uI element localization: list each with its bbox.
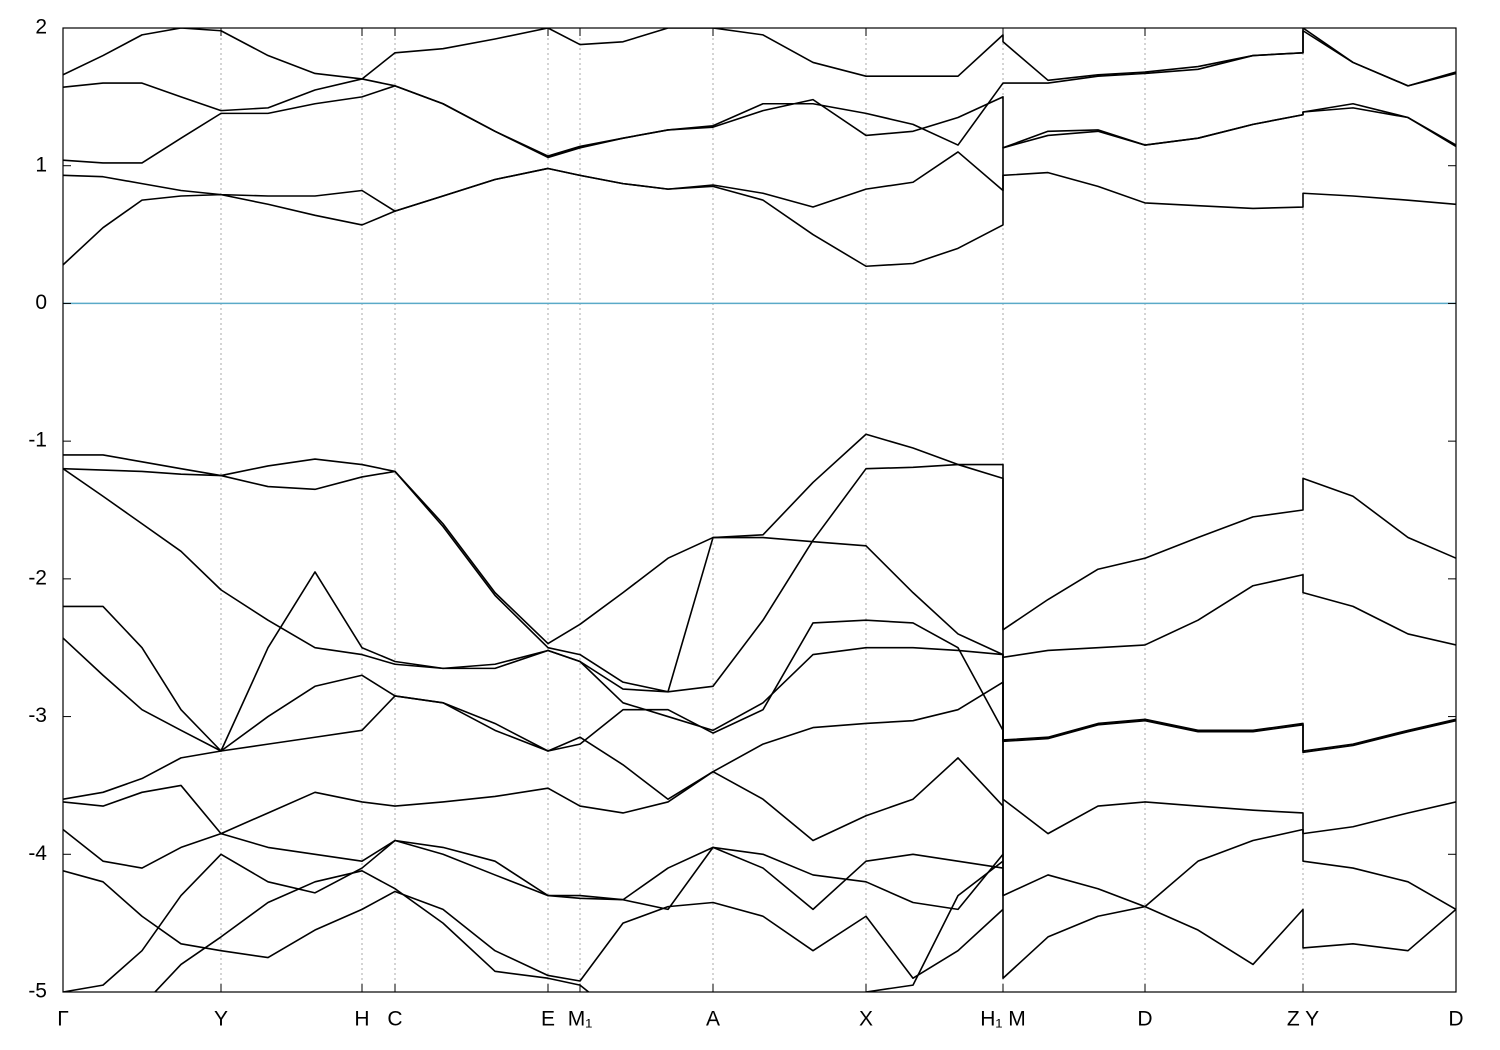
y-tick-label: -4 (28, 842, 47, 865)
band-line (63, 571, 1456, 835)
x-tick-label: H (354, 1008, 369, 1031)
band-line (63, 433, 1456, 645)
y-tick-label: -2 (28, 566, 47, 589)
x-tick-label: Γ (57, 1008, 69, 1031)
band-line (63, 468, 1456, 752)
plot-frame (62, 27, 1457, 993)
x-tick-label: D (1137, 1008, 1152, 1031)
y-tick-label: 1 (35, 153, 47, 176)
x-tick-label: E (541, 1008, 555, 1031)
band-line (63, 839, 1004, 992)
ticks: -5 -4 -3 -2 -1 0 1 2 Γ Y H C E M₁ A X H₁ M D Z Y D (28, 16, 1463, 1031)
x-tick-label: X (859, 1008, 873, 1031)
y-tick-label: 0 (35, 291, 47, 314)
band-line (63, 674, 1456, 911)
x-tick-label: C (387, 1008, 402, 1031)
band-line (63, 167, 1456, 268)
band-line (63, 28, 1456, 87)
bands (63, 28, 1456, 992)
band-line (63, 605, 1456, 754)
x-tick-label: Z Y (1287, 1008, 1319, 1031)
y-tick-label: 2 (35, 16, 47, 39)
x-tick-label: A (706, 1008, 720, 1031)
band-line (63, 860, 1004, 992)
band-line (63, 463, 1456, 693)
x-tick-label: D (1448, 1008, 1463, 1031)
y-tick-label: -3 (28, 704, 47, 727)
band-line (63, 828, 1004, 911)
x-tick-label: H₁ M (980, 1008, 1026, 1031)
x-tick-label: Y (214, 1008, 228, 1031)
band-line (63, 757, 1456, 980)
band-line (63, 85, 1456, 164)
x-tick-label: M₁ (568, 1008, 593, 1031)
y-tick-label: -5 (28, 980, 47, 1003)
band-line (63, 870, 1004, 982)
y-tick-label: -1 (28, 429, 47, 452)
